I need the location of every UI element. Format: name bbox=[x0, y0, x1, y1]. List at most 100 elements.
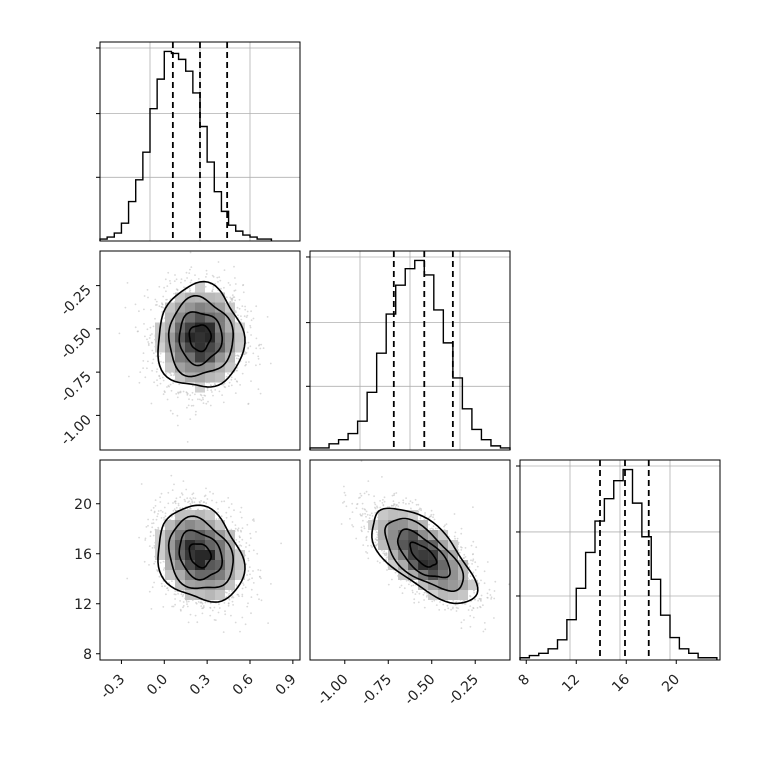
corr_param1_param3-scatter-point bbox=[228, 590, 230, 592]
corr_param1_param2-scatter-point bbox=[183, 391, 185, 393]
corr_param2_param3-scatter-point bbox=[424, 514, 426, 516]
corr_param1_param2-scatter-point bbox=[137, 331, 139, 333]
corr_param1_param2-scatter-point bbox=[203, 402, 205, 404]
hist_param3-tick-label-x: 20 bbox=[659, 672, 683, 696]
corr_param1_param3-scatter-point bbox=[191, 502, 193, 504]
corr_param1_param2-scatter-point bbox=[204, 395, 206, 397]
corr_param1_param2-scatter-point bbox=[150, 334, 152, 336]
corr_param1_param2-scatter-point bbox=[157, 385, 159, 387]
corr_param1_param3-scatter-point bbox=[251, 577, 253, 579]
corr_param1_param3-scatter-point bbox=[179, 496, 181, 498]
corr_param1_param2-density-cell bbox=[215, 333, 225, 343]
corr_param1_param3-tick-label-y: 8 bbox=[83, 647, 92, 663]
corr_param1_param3-density-cell bbox=[185, 520, 195, 530]
corr_param1_param3-scatter-point bbox=[248, 550, 250, 552]
corr_param1_param2-scatter-point bbox=[247, 311, 249, 313]
corr_param1_param3-scatter-point bbox=[229, 599, 231, 601]
corr_param1_param3-scatter-point bbox=[144, 561, 146, 563]
corr_param1_param3-scatter-point bbox=[150, 531, 152, 533]
corr_param1_param2-panel: -0.25-0.50-0.75-1.00 bbox=[58, 244, 300, 450]
corr_param1_param3-scatter-point bbox=[172, 502, 174, 504]
corr_param1_param3-scatter-point bbox=[200, 601, 202, 603]
corr_param1_param3-scatter-point bbox=[171, 580, 173, 582]
corr_param1_param2-scatter-point bbox=[234, 300, 236, 302]
corr_param1_param3-scatter-point bbox=[173, 484, 175, 486]
corr_param1_param3-scatter-point bbox=[175, 500, 177, 502]
corr_param1_param2-scatter-point bbox=[153, 326, 155, 328]
corr_param1_param2-scatter-point bbox=[258, 388, 260, 390]
corr_param1_param3-scatter-point bbox=[162, 511, 164, 513]
corr_param1_param3-scatter-point bbox=[185, 489, 187, 491]
corr_param1_param2-scatter-point bbox=[201, 400, 203, 402]
corr_param1_param2-scatter-point bbox=[238, 358, 240, 360]
corr_param1_param2-scatter-point bbox=[151, 350, 153, 352]
corr_param2_param3-scatter-point bbox=[487, 561, 489, 563]
corr_param2_param3-scatter-point bbox=[465, 547, 467, 549]
corr_param1_param2-scatter-point bbox=[153, 352, 155, 354]
corr_param1_param2-scatter-point bbox=[256, 338, 258, 340]
corr_param1_param2-scatter-point bbox=[231, 377, 233, 379]
corr_param2_param3-scatter-point bbox=[402, 592, 404, 594]
corr_param1_param3-scatter-point bbox=[154, 512, 156, 514]
corr_param1_param2-density-cell bbox=[195, 383, 205, 393]
corr_param1_param3-scatter-point bbox=[198, 601, 200, 603]
corr_param2_param3-scatter-point bbox=[356, 507, 358, 509]
corr_param1_param3-scatter-point bbox=[163, 519, 165, 521]
corr_param1_param3-scatter-point bbox=[160, 510, 162, 512]
corr_param1_param3-scatter-point bbox=[225, 512, 227, 514]
corr_param1_param3-scatter-point bbox=[172, 489, 174, 491]
corr_param1_param3-scatter-point bbox=[178, 505, 180, 507]
corr_param1_param2-scatter-point bbox=[190, 290, 192, 292]
corr_param1_param2-scatter-point bbox=[166, 386, 168, 388]
corr_param1_param2-scatter-point bbox=[197, 398, 199, 400]
corr_param1_param2-scatter-point bbox=[224, 386, 226, 388]
corr_param1_param3-scatter-point bbox=[232, 604, 234, 606]
corr_param1_param2-scatter-point bbox=[188, 405, 190, 407]
corr_param1_param2-scatter-point bbox=[205, 276, 207, 278]
corr_param1_param3-scatter-point bbox=[232, 601, 234, 603]
corr_param1_param3-tick-label-x: 0.0 bbox=[144, 672, 171, 699]
corr_param1_param3-scatter-point bbox=[195, 498, 197, 500]
corr_param1_param2-scatter-point bbox=[153, 359, 155, 361]
corr_param1_param2-scatter-point bbox=[169, 280, 171, 282]
corr_param1_param3-scatter-point bbox=[152, 547, 154, 549]
corr_param1_param3-scatter-point bbox=[176, 497, 178, 499]
corr_param1_param2-scatter-point bbox=[210, 389, 212, 391]
corr_param1_param2-density-cell bbox=[195, 303, 205, 313]
corr_param1_param2-scatter-point bbox=[205, 286, 207, 288]
corr_param1_param2-scatter-point bbox=[174, 274, 176, 276]
corr_param1_param2-scatter-point bbox=[219, 280, 221, 282]
corr_param1_param2-scatter-point bbox=[165, 299, 167, 301]
corr_param1_param2-scatter-point bbox=[186, 407, 188, 409]
corr_param2_param3-scatter-point bbox=[447, 605, 449, 607]
corr_param1_param2-scatter-point bbox=[255, 364, 257, 366]
corr_param1_param3-scatter-point bbox=[214, 607, 216, 609]
corr_param1_param2-scatter-point bbox=[148, 344, 150, 346]
corr_param1_param2-scatter-point bbox=[151, 342, 153, 344]
corr_param1_param2-density-cell bbox=[185, 303, 195, 313]
corr_param1_param2-scatter-point bbox=[163, 362, 165, 364]
corr_param1_param3-scatter-point bbox=[247, 602, 249, 604]
corr_param1_param3-scatter-point bbox=[193, 497, 195, 499]
corr_param1_param3-scatter-point bbox=[259, 576, 261, 578]
corr_param1_param2-scatter-point bbox=[158, 286, 160, 288]
corr_param1_param3-scatter-point bbox=[164, 507, 166, 509]
corr_param1_param2-scatter-point bbox=[227, 373, 229, 375]
corr_param1_param3-scatter-point bbox=[96, 514, 98, 516]
corr_param1_param2-scatter-point bbox=[224, 269, 226, 271]
corr_param1_param2-scatter-point bbox=[239, 384, 241, 386]
corr_param1_param3-scatter-point bbox=[257, 569, 259, 571]
corr_param2_param3-scatter-point bbox=[471, 545, 473, 547]
corr_param1_param3-scatter-point bbox=[233, 509, 235, 511]
corr_param1_param2-scatter-point bbox=[184, 290, 186, 292]
corr_param1_param2-scatter-point bbox=[146, 339, 148, 341]
corr_param1_param2-scatter-point bbox=[150, 309, 152, 311]
corr_param1_param2-scatter-point bbox=[258, 358, 260, 360]
corr_param1_param2-scatter-point bbox=[244, 353, 246, 355]
corr_param2_param3-scatter-point bbox=[482, 604, 484, 606]
corr_param1_param3-scatter-point bbox=[228, 507, 230, 509]
corr_param1_param2-scatter-point bbox=[191, 405, 193, 407]
corr_param1_param3-scatter-point bbox=[226, 592, 228, 594]
corr_param1_param3-tick-label-y: 20 bbox=[74, 497, 92, 513]
corr_param1_param2-scatter-point bbox=[144, 336, 146, 338]
